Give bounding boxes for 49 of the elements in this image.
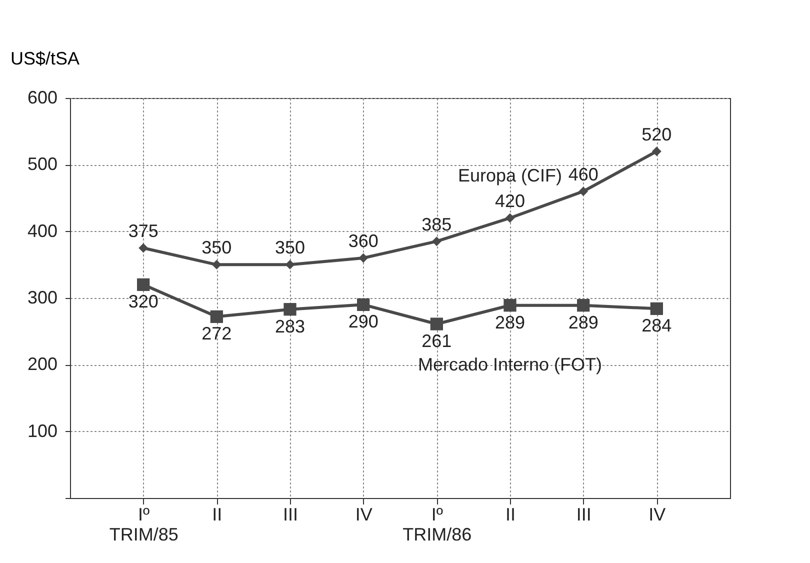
data-label: 350: [274, 238, 306, 258]
data-label: 350: [202, 238, 232, 258]
point: [137, 278, 150, 291]
point: [650, 302, 663, 315]
point: [285, 260, 295, 270]
x-tick-label: IV: [648, 504, 666, 524]
data-label: 420: [494, 191, 526, 211]
point: [578, 186, 588, 196]
data-label: 460: [568, 164, 598, 184]
data-label: 283: [274, 316, 306, 336]
y-tick-label: 500: [27, 154, 58, 174]
data-label: 289: [494, 312, 526, 332]
y-tick-label: 400: [27, 220, 58, 241]
point: [138, 243, 148, 253]
point: [505, 213, 515, 223]
y-tick-label: 200: [27, 354, 58, 374]
x-tick-label: IV: [355, 504, 372, 524]
point: [430, 318, 443, 330]
data-label: 261: [422, 331, 452, 351]
point: [212, 260, 222, 270]
point: [210, 310, 223, 323]
point: [577, 299, 590, 312]
x-tick-label: Iº TRIM/85: [109, 504, 178, 544]
x-tick-label: II: [212, 504, 222, 524]
point: [357, 298, 370, 311]
series-label: Europa (CIF): [458, 166, 562, 186]
data-label: 360: [348, 231, 378, 251]
data-label: 385: [422, 214, 452, 234]
point: [652, 146, 662, 156]
point: [284, 303, 296, 316]
x-tick-label: III: [576, 504, 592, 524]
data-label: 320: [128, 292, 158, 312]
x-tick-label: Iº TRIM/86: [402, 504, 472, 544]
series-label: Mercado Interno (FOT): [418, 354, 602, 374]
point: [432, 236, 442, 246]
data-label: 375: [128, 221, 158, 241]
y-tick-label: 300: [27, 288, 58, 308]
y-axis-title: US$/tSA: [10, 48, 80, 68]
x-tick-label: II: [505, 504, 516, 524]
y-tick-label: 600: [27, 88, 58, 108]
data-label: 290: [348, 312, 378, 332]
x-tick-label: III: [282, 504, 298, 524]
data-label: 284: [642, 316, 672, 336]
point: [504, 299, 516, 312]
y-tick-label: 100: [27, 420, 58, 441]
data-label: 520: [642, 124, 672, 144]
data-label: 272: [202, 324, 232, 344]
point: [358, 253, 368, 263]
data-label: 289: [568, 312, 598, 332]
